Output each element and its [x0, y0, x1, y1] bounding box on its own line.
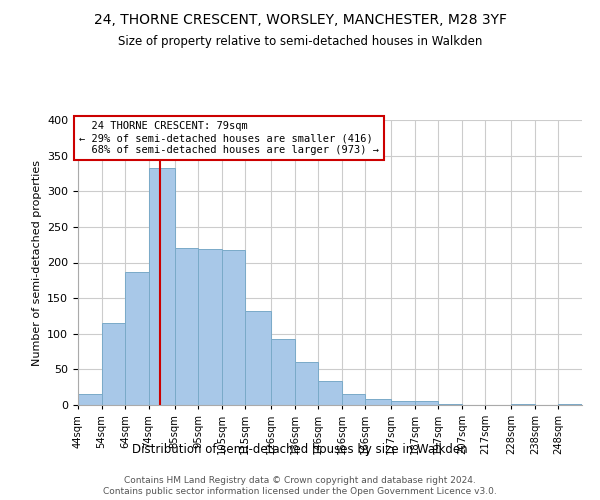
Bar — [342, 394, 365, 405]
Bar — [559, 404, 582, 405]
Text: Contains HM Land Registry data © Crown copyright and database right 2024.: Contains HM Land Registry data © Crown c… — [124, 476, 476, 485]
Bar — [318, 382, 342, 405]
Bar — [439, 404, 462, 405]
Bar — [271, 338, 295, 405]
Bar — [149, 168, 175, 405]
Bar — [365, 400, 391, 405]
Text: 24 THORNE CRESCENT: 79sqm
← 29% of semi-detached houses are smaller (416)
  68% : 24 THORNE CRESCENT: 79sqm ← 29% of semi-… — [79, 122, 379, 154]
Bar — [125, 272, 149, 405]
Bar — [415, 402, 439, 405]
Bar — [78, 394, 101, 405]
Bar — [221, 250, 245, 405]
Bar — [295, 362, 318, 405]
Text: Distribution of semi-detached houses by size in Walkden: Distribution of semi-detached houses by … — [132, 442, 468, 456]
Y-axis label: Number of semi-detached properties: Number of semi-detached properties — [32, 160, 41, 366]
Bar — [101, 323, 125, 405]
Bar — [511, 404, 535, 405]
Text: Contains public sector information licensed under the Open Government Licence v3: Contains public sector information licen… — [103, 488, 497, 496]
Text: 24, THORNE CRESCENT, WORSLEY, MANCHESTER, M28 3YF: 24, THORNE CRESCENT, WORSLEY, MANCHESTER… — [94, 12, 506, 26]
Text: Size of property relative to semi-detached houses in Walkden: Size of property relative to semi-detach… — [118, 35, 482, 48]
Bar — [245, 311, 271, 405]
Bar — [198, 249, 221, 405]
Bar — [391, 402, 415, 405]
Bar — [175, 248, 198, 405]
